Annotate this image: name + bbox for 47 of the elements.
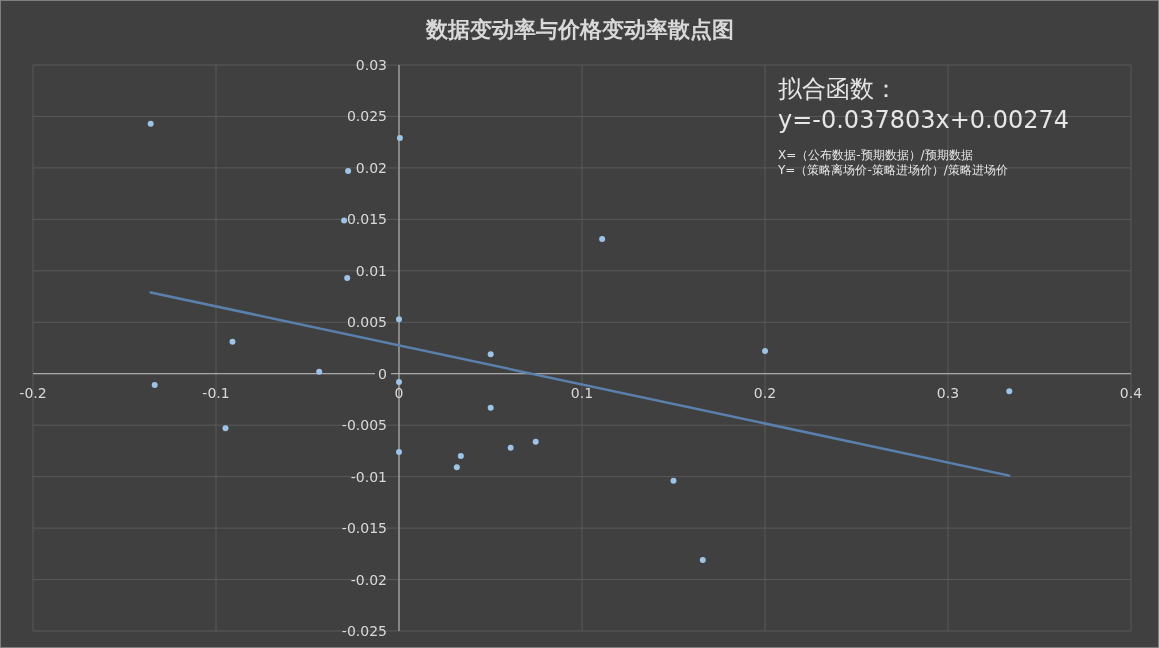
x-tick-label: 0.3 bbox=[936, 384, 960, 401]
x-tick-label: 0 bbox=[394, 384, 404, 401]
x-tick-label: 0.2 bbox=[753, 384, 777, 401]
point bbox=[532, 438, 539, 445]
x-tick-label: 0.1 bbox=[570, 384, 594, 401]
annotation: y=-0.037803x+0.00274 bbox=[778, 106, 1070, 134]
y-tick-label: 0 bbox=[378, 365, 387, 382]
point bbox=[396, 378, 402, 385]
point bbox=[222, 425, 229, 432]
point bbox=[487, 404, 494, 411]
point bbox=[341, 217, 348, 224]
point bbox=[316, 368, 323, 375]
point bbox=[344, 275, 351, 282]
y-tick-label: -0.02 bbox=[350, 571, 387, 588]
annotation: 拟合函数： bbox=[778, 75, 898, 103]
y-tick-label: 0.025 bbox=[346, 108, 387, 125]
point bbox=[396, 448, 402, 455]
y-tick-label: -0.025 bbox=[341, 623, 387, 639]
point bbox=[396, 316, 402, 323]
x-tick-label: -0.1 bbox=[202, 384, 230, 401]
point bbox=[762, 348, 768, 355]
point bbox=[487, 351, 494, 358]
y-tick-label: -0.01 bbox=[350, 468, 387, 485]
point bbox=[507, 444, 514, 451]
point bbox=[345, 168, 352, 174]
y-tick-label: 0.015 bbox=[346, 211, 387, 228]
point bbox=[699, 556, 706, 563]
point bbox=[670, 477, 677, 484]
annotation: Y=（策略离场价-策略进场价）/策略进场价 bbox=[777, 163, 1008, 177]
x-tick-label: -0.2 bbox=[19, 384, 47, 401]
y-tick-label: 0.01 bbox=[355, 262, 387, 279]
chart-title: 数据变动率与价格变动率散点图 bbox=[424, 17, 734, 42]
point bbox=[1006, 388, 1013, 395]
annotation: X=（公布数据-预期数据）/预期数据 bbox=[778, 148, 973, 162]
point bbox=[396, 135, 403, 142]
y-tick-label: 0.005 bbox=[346, 314, 387, 331]
y-tick-label: -0.015 bbox=[341, 520, 387, 537]
point bbox=[599, 235, 606, 242]
point bbox=[229, 338, 236, 345]
y-tick-label: 0.02 bbox=[355, 159, 387, 176]
y-tick-label: -0.005 bbox=[341, 417, 387, 434]
point bbox=[457, 453, 464, 460]
point bbox=[147, 120, 154, 127]
point bbox=[453, 464, 460, 471]
point bbox=[151, 382, 158, 389]
x-tick-label: 0.4 bbox=[1119, 384, 1143, 401]
y-tick-label: 0.03 bbox=[355, 57, 387, 73]
